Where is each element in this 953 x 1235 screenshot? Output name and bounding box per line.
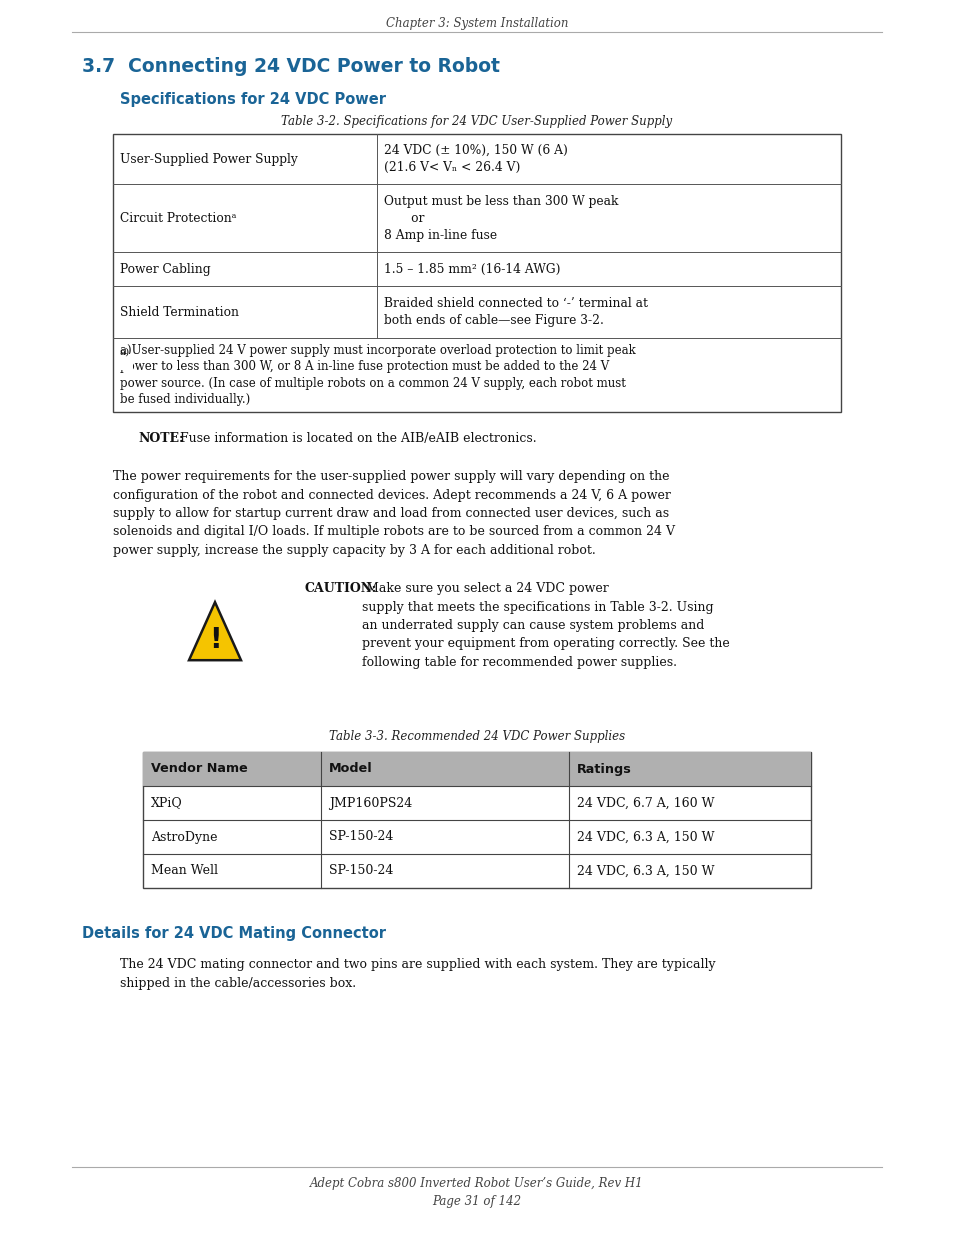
- Text: Page 31 of 142: Page 31 of 142: [432, 1195, 521, 1208]
- Text: NOTE:: NOTE:: [138, 432, 183, 445]
- Text: 24 VDC, 6.7 A, 160 W: 24 VDC, 6.7 A, 160 W: [577, 797, 714, 809]
- Bar: [143, 752, 810, 888]
- Text: Power Cabling: Power Cabling: [120, 263, 211, 275]
- Text: AstroDyne: AstroDyne: [151, 830, 217, 844]
- Text: Braided shield connected to ‘-’ terminal at
both ends of cable—see Figure 3-2.: Braided shield connected to ‘-’ terminal…: [384, 296, 647, 327]
- Text: Ratings: Ratings: [577, 762, 631, 776]
- Text: User-Supplied Power Supply: User-Supplied Power Supply: [120, 152, 297, 165]
- Text: Shield Termination: Shield Termination: [120, 305, 239, 319]
- Text: Circuit Protectionᵃ: Circuit Protectionᵃ: [120, 211, 236, 225]
- Text: a): a): [120, 348, 131, 357]
- Text: Details for 24 VDC Mating Connector: Details for 24 VDC Mating Connector: [82, 926, 386, 941]
- Text: Output must be less than 300 W peak
       or
8 Amp in-line fuse: Output must be less than 300 W peak or 8…: [384, 194, 618, 242]
- Polygon shape: [189, 603, 241, 661]
- Text: !: !: [209, 626, 221, 653]
- Text: 24 VDC, 6.3 A, 150 W: 24 VDC, 6.3 A, 150 W: [577, 864, 714, 878]
- Text: Specifications for 24 VDC Power: Specifications for 24 VDC Power: [120, 91, 386, 107]
- Text: The 24 VDC mating connector and two pins are supplied with each system. They are: The 24 VDC mating connector and two pins…: [120, 958, 715, 989]
- Text: The power requirements for the user-supplied power supply will vary depending on: The power requirements for the user-supp…: [112, 471, 675, 557]
- Text: SP-150-24: SP-150-24: [329, 830, 393, 844]
- Text: Table 3-2. Specifications for 24 VDC User-Supplied Power Supply: Table 3-2. Specifications for 24 VDC Use…: [281, 115, 672, 128]
- Bar: [143, 752, 810, 785]
- Text: SP-150-24: SP-150-24: [329, 864, 393, 878]
- Bar: [112, 135, 841, 412]
- Text: 24 VDC, 6.3 A, 150 W: 24 VDC, 6.3 A, 150 W: [577, 830, 714, 844]
- Text: Mean Well: Mean Well: [151, 864, 218, 878]
- Text: XPiQ: XPiQ: [151, 797, 183, 809]
- Text: Chapter 3: System Installation: Chapter 3: System Installation: [385, 17, 568, 30]
- Bar: [119, 354, 132, 370]
- Text: a)User-supplied 24 V power supply must incorporate overload protection to limit : a)User-supplied 24 V power supply must i…: [120, 343, 635, 406]
- Text: Adept Cobra s800 Inverted Robot User’s Guide, Rev H1: Adept Cobra s800 Inverted Robot User’s G…: [310, 1177, 643, 1191]
- Text: 3.7  Connecting 24 VDC Power to Robot: 3.7 Connecting 24 VDC Power to Robot: [82, 57, 499, 77]
- Text: JMP160PS24: JMP160PS24: [329, 797, 412, 809]
- Text: CAUTION:: CAUTION:: [305, 582, 376, 595]
- Text: Vendor Name: Vendor Name: [151, 762, 248, 776]
- Text: 1.5 – 1.85 mm² (16-14 AWG): 1.5 – 1.85 mm² (16-14 AWG): [384, 263, 560, 275]
- Text: Make sure you select a 24 VDC power
supply that meets the specifications in Tabl: Make sure you select a 24 VDC power supp…: [361, 582, 729, 669]
- Text: Fuse information is located on the AIB/eAIB electronics.: Fuse information is located on the AIB/e…: [175, 432, 536, 445]
- Text: Table 3-3. Recommended 24 VDC Power Supplies: Table 3-3. Recommended 24 VDC Power Supp…: [329, 730, 624, 743]
- Text: 24 VDC (± 10%), 150 W (6 A)
(21.6 V< Vₙ < 26.4 V): 24 VDC (± 10%), 150 W (6 A) (21.6 V< Vₙ …: [384, 144, 567, 174]
- Text: Model: Model: [329, 762, 373, 776]
